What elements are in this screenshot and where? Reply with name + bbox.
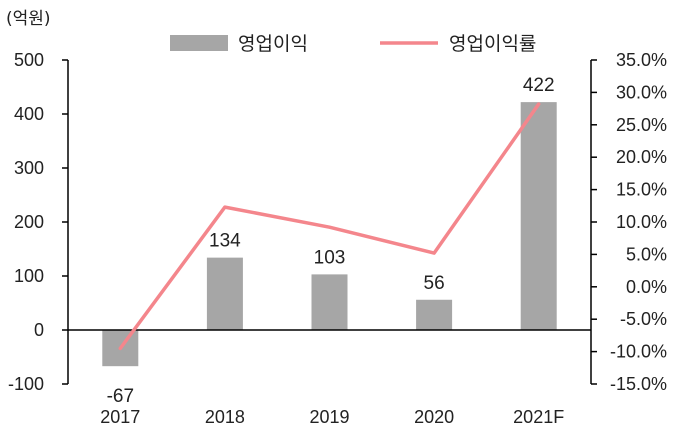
x-tick-label: 2019 [309,407,349,427]
bar-2021F [520,102,557,331]
bar-2019 [311,274,348,330]
left-tick-label: 200 [14,212,44,232]
x-tick-label: 2018 [205,407,245,427]
right-tick-label: 35.0% [616,50,667,70]
left-tick-label: 300 [14,158,44,178]
right-tick-label: 10.0% [616,212,667,232]
right-tick-label: 15.0% [616,180,667,200]
left-axis-ticks: 500 400 300 200 100 0 -100 [8,50,68,394]
right-tick-label: 5.0% [626,244,667,264]
bar-data-labels: -67 134 103 56 422 [107,75,555,407]
x-tick-label: 2021F [513,407,564,427]
x-tick-label: 2020 [414,407,454,427]
right-tick-label: -10.0% [610,342,667,362]
margin-line [118,102,541,351]
x-axis-ticks: 2017 2018 2019 2020 2021F [100,407,564,427]
right-tick-label: 25.0% [616,115,667,135]
left-tick-label: 500 [14,50,44,70]
bar-label-2020: 56 [424,273,445,294]
margin-line-series [118,102,541,351]
left-tick-label: 400 [14,104,44,124]
axes [67,60,592,384]
unit-label: (억원) [6,9,51,29]
left-tick-label: -100 [8,374,44,394]
bar-series [102,102,557,367]
right-tick-label: 20.0% [616,147,667,167]
bar-label-2021F: 422 [523,75,555,96]
legend-bar-label: 영업이익 [238,33,308,55]
left-tick-label: 100 [14,266,44,286]
right-tick-label: -15.0% [610,374,667,394]
bar-label-2017: -67 [107,386,134,407]
bar-label-2018: 134 [209,231,241,252]
bar-2018 [206,257,243,330]
legend-line-label: 영업이익률 [449,33,536,55]
legend: 영업이익 영업이익률 [170,33,536,55]
left-tick-label: 0 [34,320,44,340]
right-tick-label: -5.0% [620,309,667,329]
right-axis-ticks: 35.0% 30.0% 25.0% 20.0% 15.0% 10.0% 5.0% 0.0% -5… [591,50,667,394]
right-tick-label: 0.0% [626,277,667,297]
bar-label-2019: 103 [314,247,346,268]
x-tick-label: 2017 [100,407,140,427]
right-tick-label: 30.0% [616,82,667,102]
legend-bar-swatch [170,35,228,51]
bar-2020 [416,299,453,330]
